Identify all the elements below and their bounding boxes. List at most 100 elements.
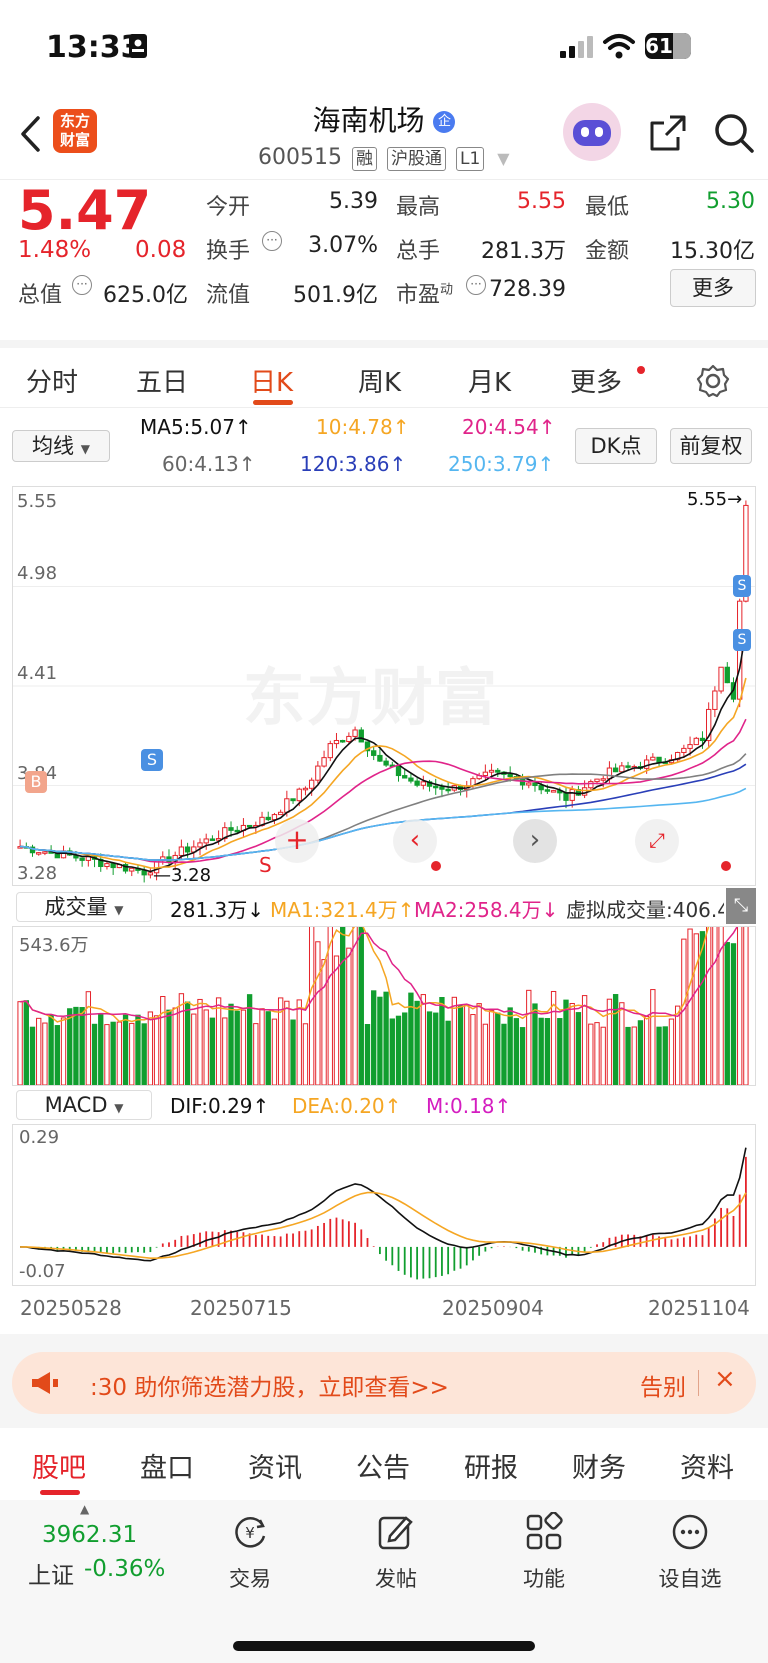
candle-body xyxy=(197,842,203,848)
tab-daily-k[interactable]: 日K xyxy=(250,368,294,398)
tag-margin: 融 xyxy=(351,147,377,171)
info-icon[interactable]: ··· xyxy=(262,231,282,251)
banner-text: :30 助你筛选潜力股，立即查看>> xyxy=(90,1375,449,1401)
tab-finance[interactable]: 财务 xyxy=(572,1453,626,1484)
active-tab-indicator xyxy=(40,1490,80,1495)
volume-bar xyxy=(619,1002,625,1085)
volume-bar xyxy=(706,927,712,1085)
tab-forum[interactable]: 股吧 xyxy=(32,1453,86,1484)
y-label-3: 4.41 xyxy=(17,663,58,684)
ma-selector[interactable]: 均线 ▼ xyxy=(12,430,110,462)
volume-bar xyxy=(600,1026,606,1085)
candle-body xyxy=(532,782,538,787)
battery-icon: 61 xyxy=(645,33,691,59)
tab-weekly-k[interactable]: 周K xyxy=(358,368,402,398)
candle-body xyxy=(98,858,104,868)
ma250-value: 250:3.79↑ xyxy=(448,452,555,476)
robot-avatar-icon[interactable] xyxy=(563,103,621,161)
post-button[interactable]: 发帖 xyxy=(346,1512,446,1593)
candle-body xyxy=(526,782,532,786)
trade-button[interactable]: ¥ 交易 xyxy=(200,1512,300,1593)
volume-bar xyxy=(79,1007,85,1085)
pe-label: 市盈动 xyxy=(396,282,454,308)
info-icon[interactable]: ··· xyxy=(466,275,486,295)
volume-selector[interactable]: 成交量 ▼ xyxy=(16,892,152,922)
volume-bar xyxy=(265,1011,271,1085)
tab-announcements[interactable]: 公告 xyxy=(356,1453,410,1484)
volume-ma-line xyxy=(20,927,738,1021)
expand-up-icon[interactable]: ▲ xyxy=(80,1502,90,1516)
sell-marker[interactable]: S xyxy=(733,629,751,651)
volume-bar xyxy=(377,996,383,1085)
dk-point-button[interactable]: DK点 xyxy=(575,428,657,464)
volume-bar xyxy=(470,1014,476,1085)
candle-body xyxy=(408,777,414,782)
ma5-value: MA5:5.07↑ xyxy=(140,415,252,439)
tab-research[interactable]: 研报 xyxy=(464,1453,518,1484)
adjust-button[interactable]: 前复权 xyxy=(670,428,752,464)
fullscreen-icon[interactable]: ⤢ xyxy=(635,819,679,863)
volume-bar xyxy=(116,1021,123,1085)
candle-body xyxy=(321,757,327,767)
candle-body xyxy=(364,741,371,752)
macd-selector[interactable]: MACD ▼ xyxy=(16,1090,152,1120)
volume-bar xyxy=(271,1018,278,1085)
macd-m: M:0.18↑ xyxy=(426,1094,512,1118)
tab-intraday[interactable]: 分时 xyxy=(26,368,79,398)
kline-chart[interactable]: 东方财富 5.55 4.98 4.41 3.84 3.28 5.55→ —3.2… xyxy=(12,486,756,886)
buy-marker[interactable]: B xyxy=(25,771,47,793)
more-button[interactable]: 更多 xyxy=(670,269,756,307)
candle-body xyxy=(346,735,352,742)
candle-body xyxy=(445,788,451,792)
date-label-2: 20250715 xyxy=(190,1296,292,1320)
settings-icon[interactable] xyxy=(696,364,730,398)
sell-marker[interactable]: S xyxy=(141,749,163,771)
notification-dot xyxy=(637,366,645,374)
sell-marker[interactable]: S xyxy=(733,575,751,597)
collapse-icon[interactable]: ⤡ xyxy=(726,888,756,924)
scroll-left-icon[interactable]: ‹ xyxy=(393,819,437,863)
dropdown-arrow-icon[interactable]: ▼ xyxy=(497,149,510,168)
volume-bar xyxy=(110,1021,116,1085)
bottom-bar: ▲ 3962.31 上证 -0.36% ¥ 交易 发帖 功能 设自选 xyxy=(0,1500,768,1663)
mktcap-label: 总值 xyxy=(18,283,63,308)
close-icon[interactable]: × xyxy=(714,1364,736,1394)
tab-more[interactable]: 更多 xyxy=(570,368,623,398)
volume-bar xyxy=(290,1019,296,1085)
candle-body xyxy=(433,785,439,789)
ma-line xyxy=(20,787,747,861)
search-icon[interactable] xyxy=(713,112,755,154)
candle-body xyxy=(340,739,346,743)
tab-profile[interactable]: 资料 xyxy=(680,1453,734,1484)
volume-bar xyxy=(730,943,737,1085)
macd-svg xyxy=(20,1147,747,1280)
volume-bar xyxy=(48,1014,54,1085)
features-button[interactable]: 功能 xyxy=(494,1511,594,1593)
back-icon[interactable] xyxy=(18,115,42,153)
banner-dismiss-label[interactable]: 告别 xyxy=(640,1375,686,1401)
watchlist-button[interactable]: 设自选 xyxy=(640,1512,740,1593)
megaphone-icon xyxy=(32,1372,58,1394)
candle-body xyxy=(569,789,575,801)
volume-bar xyxy=(513,1018,520,1085)
volume-bar xyxy=(17,1001,23,1085)
candle-body xyxy=(699,737,706,742)
promo-banner[interactable]: :30 助你筛选潜力股，立即查看>> 告别 × xyxy=(12,1352,756,1414)
info-icon[interactable]: ··· xyxy=(72,275,92,295)
tab-five-day[interactable]: 五日 xyxy=(136,368,189,398)
volume-bar xyxy=(141,1023,147,1085)
tab-monthly-k[interactable]: 月K xyxy=(468,368,512,398)
volume-bar xyxy=(340,927,346,1085)
zoom-in-icon[interactable]: + xyxy=(275,819,319,863)
candle-body xyxy=(129,867,135,872)
ma20-value: 20:4.54↑ xyxy=(462,415,556,439)
stock-name: 海南机场 企 xyxy=(0,99,768,139)
scroll-right-icon[interactable]: › xyxy=(513,819,557,863)
index-value[interactable]: 3962.31 xyxy=(42,1522,138,1548)
more-dots-icon xyxy=(672,1514,708,1550)
tab-news[interactable]: 资讯 xyxy=(248,1453,302,1484)
candle-body xyxy=(296,788,302,802)
share-icon[interactable] xyxy=(648,113,688,153)
tab-order-book[interactable]: 盘口 xyxy=(140,1453,194,1484)
candle-body xyxy=(327,743,333,759)
